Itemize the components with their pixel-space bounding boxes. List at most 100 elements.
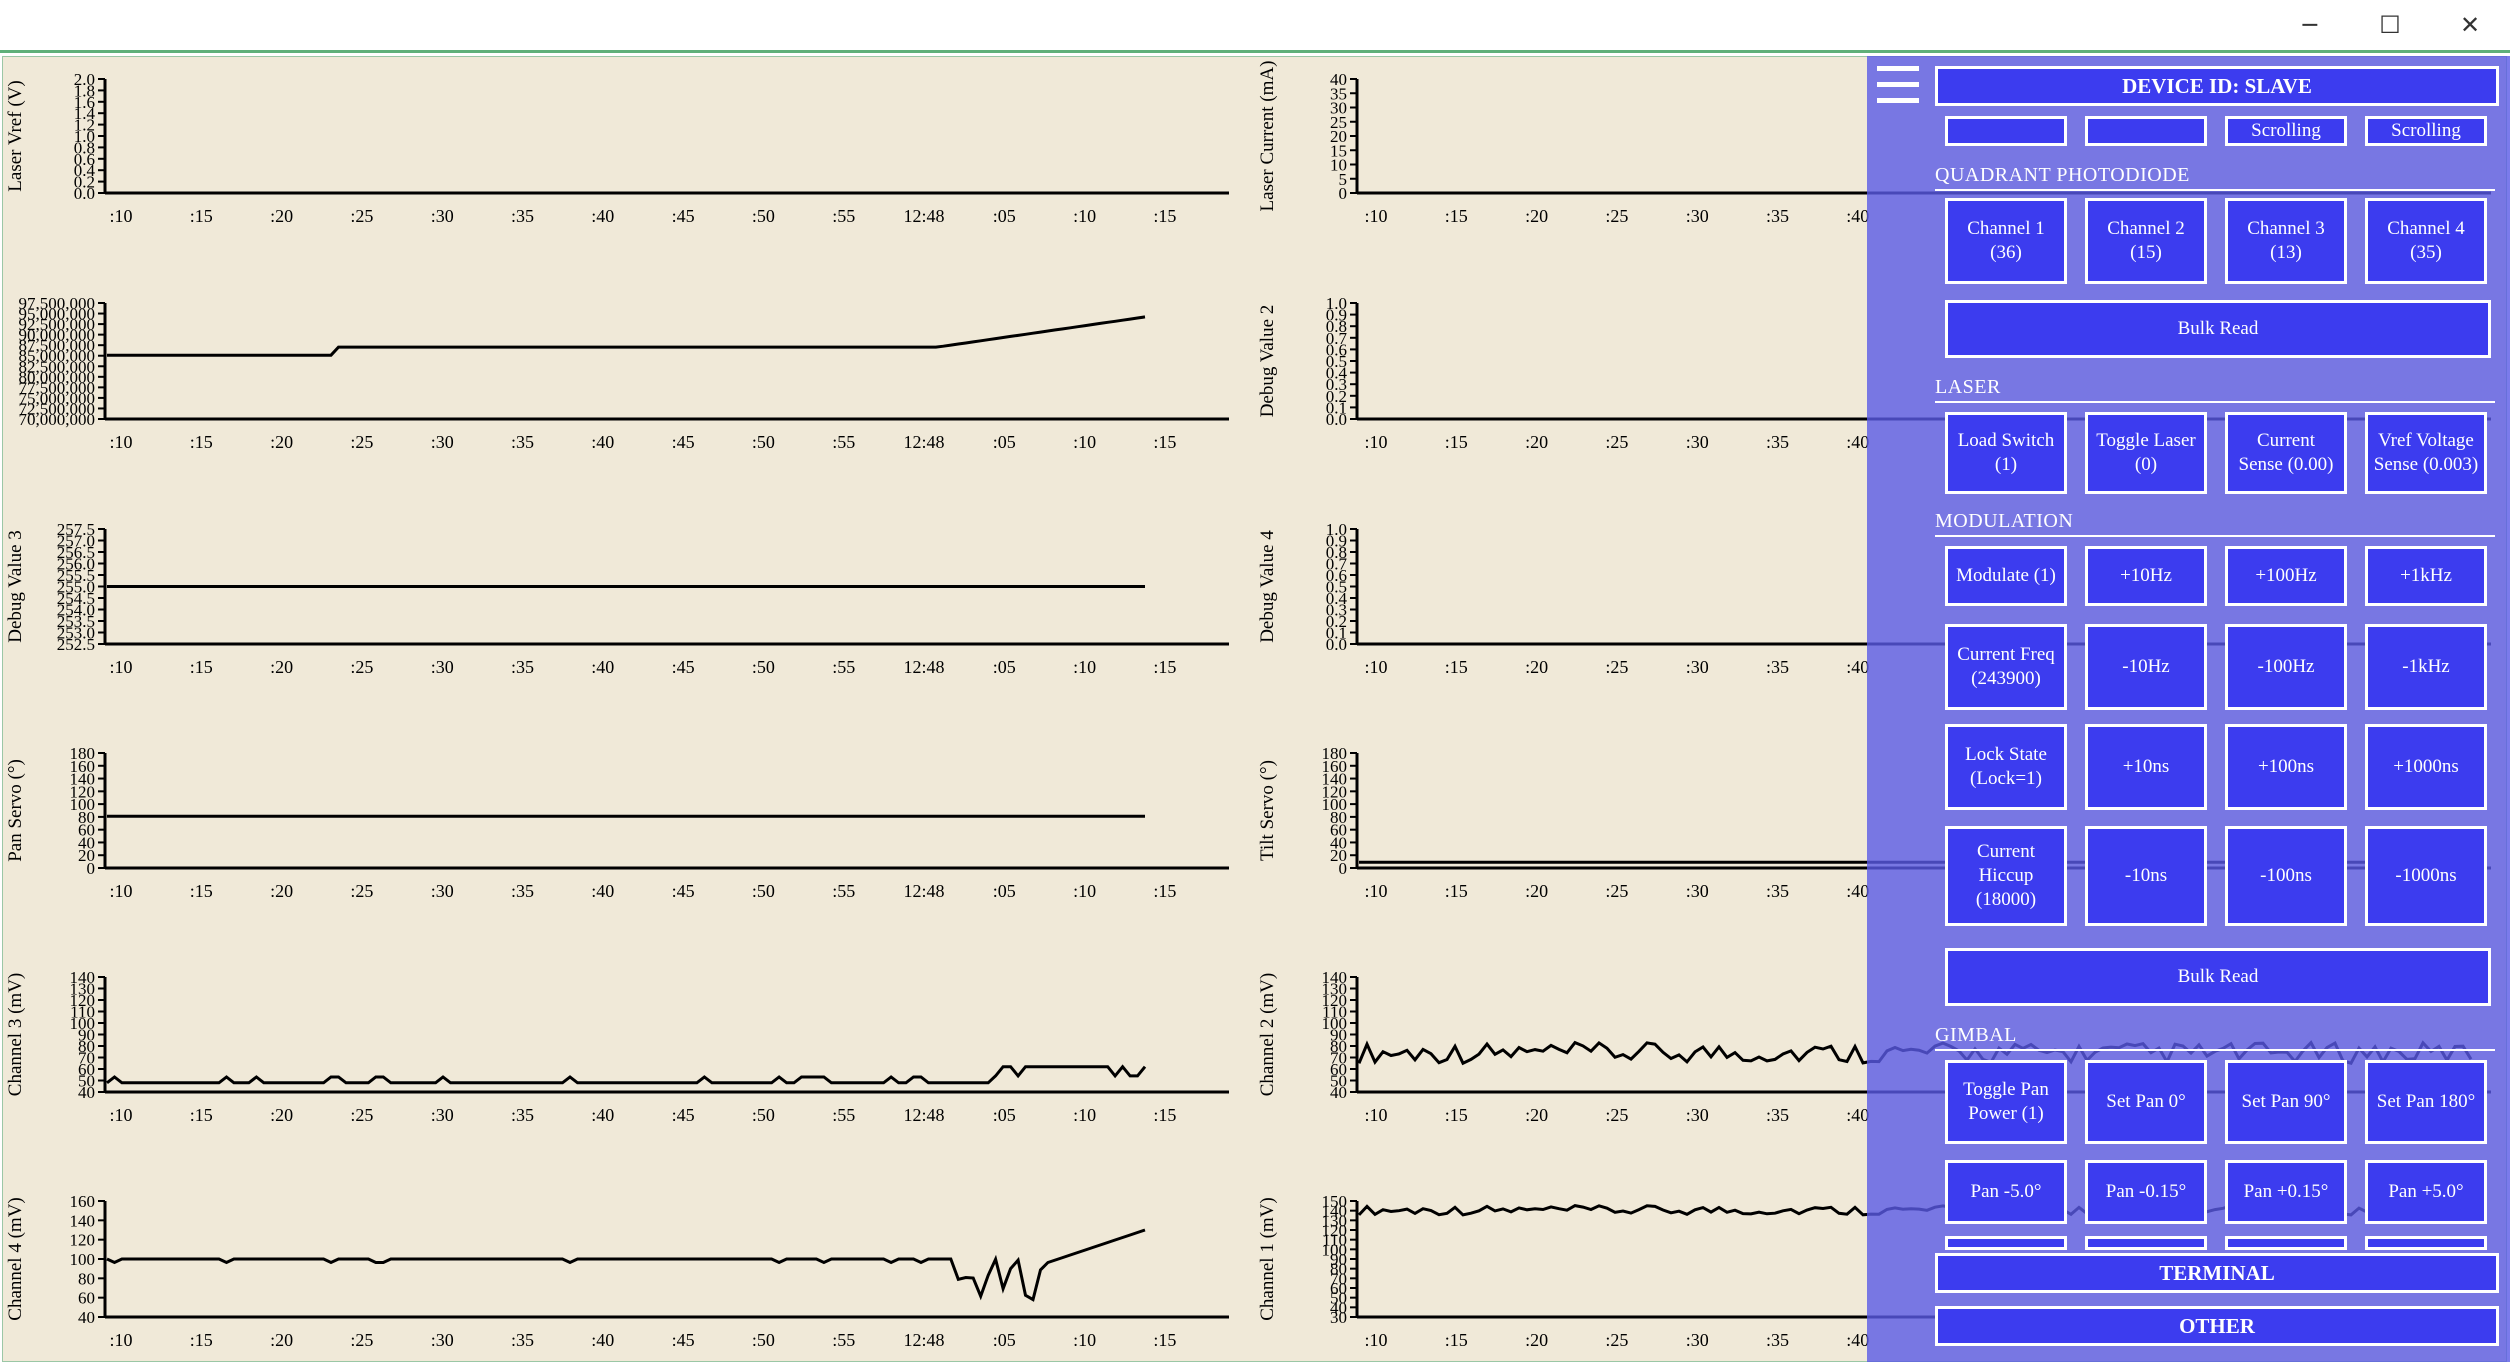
scrolled-button[interactable]: Scrolling xyxy=(2365,116,2487,146)
x-tick-label: :15 xyxy=(1153,657,1176,677)
terminal-button[interactable]: TERMINAL xyxy=(1935,1253,2499,1293)
section-quadrant-photodiode: QUADRANT PHOTODIODE xyxy=(1935,164,2495,191)
y-tick-label: 252.5 xyxy=(57,635,95,654)
maximize-button[interactable]: ☐ xyxy=(2350,0,2430,50)
x-tick-label: :05 xyxy=(993,1330,1016,1350)
y-tick-label: 60 xyxy=(78,1060,95,1079)
device-id-button[interactable]: DEVICE ID: SLAVE xyxy=(1935,66,2499,106)
y-tick-label: 254.5 xyxy=(57,589,95,608)
y-tick-label: 1.6 xyxy=(74,93,95,112)
series-line xyxy=(106,1228,1146,1302)
x-tick-label: :30 xyxy=(1686,432,1709,452)
y-tick-label: 120 xyxy=(70,782,96,801)
channel-2-button[interactable]: Channel 2 (15) xyxy=(2085,198,2207,284)
modulation-row2-button-2[interactable]: -10Hz xyxy=(2085,624,2207,710)
y-tick-label: 30 xyxy=(1330,1308,1347,1327)
x-tick-label: :20 xyxy=(270,206,293,226)
modulation-row2-button-4[interactable]: -1kHz xyxy=(2365,624,2487,710)
modulation-row4-button-4[interactable]: -1000ns xyxy=(2365,826,2487,926)
laser-button-2[interactable]: Toggle Laser (0) xyxy=(2085,412,2207,494)
scrolled-button-bottom[interactable] xyxy=(2225,1236,2347,1250)
hamburger-menu-icon[interactable] xyxy=(1877,62,1921,108)
channel-3-button[interactable]: Channel 3 (13) xyxy=(2225,198,2347,284)
y-axis-label: Tilt Servo (°) xyxy=(1257,760,1278,861)
laser-button-1[interactable]: Load Switch (1) xyxy=(1945,412,2067,494)
x-tick-label: :15 xyxy=(190,657,213,677)
y-tick-label: 75,000,000 xyxy=(19,389,96,408)
y-tick-label: 180 xyxy=(1322,744,1348,763)
modulation-row3-button-1[interactable]: Lock State (Lock=1) xyxy=(1945,724,2067,810)
x-tick-label: :45 xyxy=(672,206,695,226)
x-tick-label: :50 xyxy=(752,1105,775,1125)
channel-4-button[interactable]: Channel 4 (35) xyxy=(2365,198,2487,284)
x-tick-label: :10 xyxy=(1364,1330,1387,1350)
y-tick-label: 130 xyxy=(1322,980,1348,999)
y-tick-label: 77,500,000 xyxy=(19,378,96,397)
x-tick-label: :25 xyxy=(1605,206,1628,226)
y-tick-label: 130 xyxy=(70,980,96,999)
modulation-row3-button-4[interactable]: +1000ns xyxy=(2365,724,2487,810)
y-tick-label: 40 xyxy=(78,1083,95,1102)
y-tick-label: 100 xyxy=(70,1250,96,1269)
bulk-read-button[interactable]: Bulk Read xyxy=(1945,300,2491,358)
x-tick-label: :20 xyxy=(1525,206,1548,226)
other-button[interactable]: OTHER xyxy=(1935,1306,2499,1346)
scrolled-button[interactable] xyxy=(1945,116,2067,146)
gimbal-row2-button-4[interactable]: Pan +5.0° xyxy=(2365,1160,2487,1224)
modulation-row4-button-1[interactable]: Current Hiccup (18000) xyxy=(1945,826,2067,926)
y-tick-label: 20 xyxy=(78,846,95,865)
modulation-row4-button-2[interactable]: -10ns xyxy=(2085,826,2207,926)
modulation-row3-button-3[interactable]: +100ns xyxy=(2225,724,2347,810)
close-button[interactable]: ✕ xyxy=(2430,0,2510,50)
x-tick-label: :25 xyxy=(1605,881,1628,901)
channel-1-button[interactable]: Channel 1 (36) xyxy=(1945,198,2067,284)
gimbal-row2-button-2[interactable]: Pan -0.15° xyxy=(2085,1160,2207,1224)
scrolled-button[interactable] xyxy=(2085,116,2207,146)
modulation-row2-button-3[interactable]: -100Hz xyxy=(2225,624,2347,710)
modulation-row2-button-1[interactable]: Current Freq (243900) xyxy=(1945,624,2067,710)
gimbal-row1-button-2[interactable]: Set Pan 0° xyxy=(2085,1060,2207,1144)
x-tick-label: :40 xyxy=(591,881,614,901)
gimbal-row2-button-1[interactable]: Pan -5.0° xyxy=(1945,1160,2067,1224)
x-tick-label: :35 xyxy=(1766,1330,1789,1350)
y-tick-label: 40 xyxy=(78,1308,95,1327)
x-tick-label: :10 xyxy=(109,1105,132,1125)
modulation-row1-button-2[interactable]: +10Hz xyxy=(2085,546,2207,606)
modulation-row3-button-2[interactable]: +10ns xyxy=(2085,724,2207,810)
y-tick-label: 140 xyxy=(1322,1202,1348,1221)
x-tick-label: :25 xyxy=(350,1330,373,1350)
laser-button-4[interactable]: Vref Voltage Sense (0.003) xyxy=(2365,412,2487,494)
modulation-row1-button-4[interactable]: +1kHz xyxy=(2365,546,2487,606)
y-tick-label: 40 xyxy=(1330,833,1347,852)
x-tick-label: :25 xyxy=(350,1105,373,1125)
gimbal-row1-button-3[interactable]: Set Pan 90° xyxy=(2225,1060,2347,1144)
minimize-button[interactable]: ─ xyxy=(2270,0,2350,50)
gimbal-row1-button-4[interactable]: Set Pan 180° xyxy=(2365,1060,2487,1144)
gimbal-row1-button-1[interactable]: Toggle Pan Power (1) xyxy=(1945,1060,2067,1144)
y-axis-label: Debug Value 4 xyxy=(1257,530,1278,643)
x-tick-label: :25 xyxy=(1605,1330,1628,1350)
x-tick-label: :10 xyxy=(1073,206,1096,226)
x-tick-label: :15 xyxy=(1445,1105,1468,1125)
y-tick-label: 20 xyxy=(1330,846,1347,865)
y-tick-label: 90 xyxy=(1330,1026,1347,1045)
y-tick-label: 0.4 xyxy=(1326,364,1348,383)
modulation-row1-button-1[interactable]: Modulate (1) xyxy=(1945,546,2067,606)
modulation-row4-button-3[interactable]: -100ns xyxy=(2225,826,2347,926)
scrolled-button-bottom[interactable] xyxy=(2085,1236,2207,1250)
y-tick-label: 257.0 xyxy=(57,532,95,551)
x-tick-label: :40 xyxy=(591,432,614,452)
y-tick-label: 120 xyxy=(1322,1221,1348,1240)
scrolled-button-bottom[interactable] xyxy=(1945,1236,2067,1250)
modulation-row1-button-3[interactable]: +100Hz xyxy=(2225,546,2347,606)
x-tick-label: :40 xyxy=(591,1105,614,1125)
y-tick-label: 87,500,000 xyxy=(19,336,96,355)
y-axis-label: Laser Current (mA) xyxy=(1257,61,1278,212)
y-tick-label: 254.0 xyxy=(57,601,95,620)
bulk-read-button-2[interactable]: Bulk Read xyxy=(1945,948,2491,1006)
laser-button-3[interactable]: Current Sense (0.00) xyxy=(2225,412,2347,494)
gimbal-row2-button-3[interactable]: Pan +0.15° xyxy=(2225,1160,2347,1224)
scrolled-button[interactable]: Scrolling xyxy=(2225,116,2347,146)
scrolled-button-bottom[interactable] xyxy=(2365,1236,2487,1250)
y-tick-label: 80 xyxy=(1330,1260,1347,1279)
